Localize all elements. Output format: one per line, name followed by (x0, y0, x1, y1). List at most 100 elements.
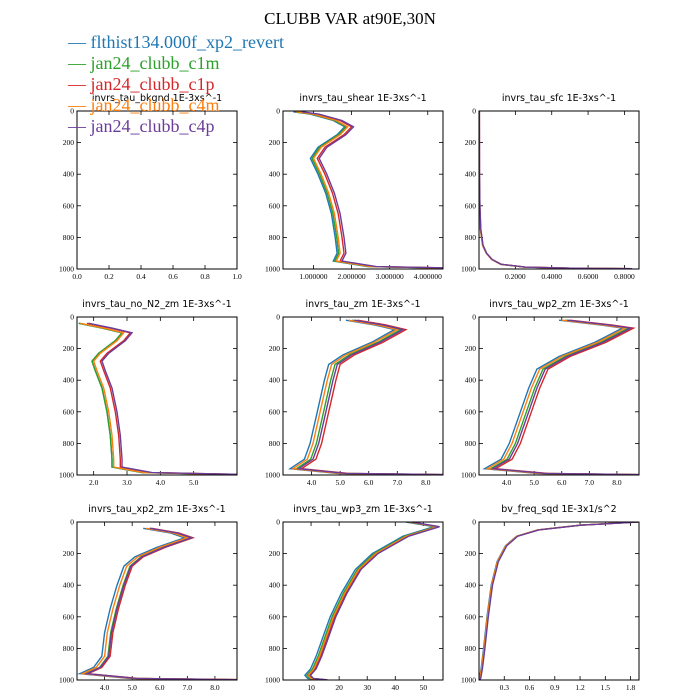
panel: invrs_tau_wp2_zm 1E-3xs^-1 0 200 400 600 800 1… (461, 299, 640, 487)
series-group (303, 522, 440, 680)
series-line (290, 319, 443, 475)
y-tick-label: 1000 (59, 265, 74, 274)
panel-title: invrs_tau_xp2_zm 1E-3xs^-1 (88, 504, 225, 515)
x-tick-label: 0.6000 (578, 272, 599, 281)
y-tick-label: 800 (269, 233, 281, 242)
series-line (301, 111, 443, 269)
x-tick-label: 0.0 (72, 272, 82, 281)
y-tick-label: 400 (269, 581, 281, 590)
plot-frame (478, 110, 640, 270)
y-tick-label: 400 (465, 581, 477, 590)
y-tick-label: 600 (269, 612, 281, 621)
series-line (79, 527, 237, 680)
y-tick-label: 800 (63, 233, 75, 242)
x-tick-label: 7.0 (183, 683, 193, 692)
panel-title: invrs_tau_wp2_zm 1E-3xs^-1 (489, 299, 629, 310)
x-tick-label: 3.000000 (376, 272, 404, 281)
series-line (479, 111, 632, 269)
y-tick-label: 800 (63, 644, 75, 653)
panel-title: invrs_tau_sfc 1E-3xs^-1 (502, 93, 616, 104)
y-tick-label: 0 (472, 107, 476, 116)
y-tick-label: 800 (465, 233, 477, 242)
y-tick-label: 200 (63, 138, 75, 147)
y-tick-label: 400 (63, 376, 75, 385)
y-tick-label: 1000 (461, 676, 476, 685)
series-line (305, 522, 437, 680)
y-tick-label: 0 (70, 313, 74, 322)
y-tick-label: 800 (465, 439, 477, 448)
y-tick-label: 200 (465, 549, 477, 558)
series-line (485, 319, 639, 475)
y-tick-label: 600 (465, 612, 477, 621)
x-tick-label: 0.2000 (505, 272, 526, 281)
panel-title: invrs_tau_no_N2_zm 1E-3xs^-1 (82, 299, 231, 310)
x-tick-label: 4.0 (307, 478, 317, 487)
legend: — flthist134.000f_xp2_revert— jan24_club… (67, 32, 284, 136)
y-tick-label: 600 (269, 201, 281, 210)
series-line (303, 522, 435, 680)
panel: invrs_tau_no_N2_zm 1E-3xs^-1 0 200 400 600 80… (59, 299, 238, 487)
x-tick-label: 1.8 (626, 683, 636, 692)
x-tick-label: 6.0 (557, 478, 567, 487)
x-tick-label: 2.0 (89, 478, 99, 487)
x-tick-label: 8.0 (421, 478, 431, 487)
series-line (308, 522, 439, 680)
series-line (294, 111, 442, 269)
x-tick-label: 6.0 (155, 683, 165, 692)
legend-swatch: — (67, 32, 91, 52)
y-tick-label: 0 (70, 107, 74, 116)
x-tick-label: 50 (420, 683, 428, 692)
series-line (86, 322, 237, 475)
series-group (479, 522, 639, 680)
series-line (296, 111, 443, 269)
series-line (288, 319, 441, 475)
panel: invrs_tau_bkgnd 1E-3xs^-1 0 200 400 600 800 10… (59, 93, 242, 281)
panel: invrs_tau_shear 1E-3xs^-1 0 200 400 600 800 10… (265, 93, 444, 281)
x-tick-label: 4.000000 (414, 272, 442, 281)
y-tick-label: 600 (269, 407, 281, 416)
panel-title: invrs_tau_bkgnd 1E-3xs^-1 (92, 93, 222, 104)
legend-entry: — jan24_clubb_c1m (67, 53, 219, 73)
y-tick-label: 800 (269, 644, 281, 653)
legend-swatch: — (67, 53, 91, 73)
x-tick-label: 1.0 (232, 272, 242, 281)
series-line (300, 111, 443, 269)
x-tick-label: 10 (307, 683, 315, 692)
series-line (309, 522, 440, 680)
series-line (479, 522, 637, 680)
series-group (479, 111, 633, 269)
series-line (479, 111, 632, 269)
y-tick-label: 200 (465, 138, 477, 147)
x-tick-label: 0.4 (136, 272, 146, 281)
y-tick-label: 200 (63, 344, 75, 353)
series-line (296, 319, 443, 475)
x-tick-label: 0.8 (200, 272, 210, 281)
panel: invrs_tau_xp2_zm 1E-3xs^-1 0 200 400 600 800 1… (59, 504, 238, 692)
panel: invrs_tau_sfc 1E-3xs^-1 0 200 400 600 800 1000… (461, 93, 640, 281)
legend-label: jan24_clubb_c1p (90, 74, 215, 94)
x-tick-label: 5.0 (529, 478, 539, 487)
y-tick-label: 200 (63, 549, 75, 558)
panel-title: invrs_tau_wp3_zm 1E-3xs^-1 (293, 504, 433, 515)
y-tick-label: 0 (276, 107, 280, 116)
x-tick-label: 2.000000 (338, 272, 366, 281)
legend-swatch: — (67, 116, 91, 136)
y-tick-label: 1000 (461, 471, 476, 480)
y-tick-label: 800 (269, 439, 281, 448)
y-tick-label: 1000 (461, 265, 476, 274)
x-tick-label: 0.3 (500, 683, 510, 692)
x-tick-label: 5.0 (335, 478, 345, 487)
y-tick-label: 200 (269, 138, 281, 147)
x-tick-label: 0.6 (168, 272, 178, 281)
legend-entry: — jan24_clubb_c4p (67, 116, 214, 136)
y-tick-label: 200 (269, 344, 281, 353)
plot-frame (478, 316, 640, 476)
y-tick-label: 400 (269, 376, 281, 385)
x-tick-label: 1.2 (575, 683, 585, 692)
x-tick-label: 0.9 (550, 683, 560, 692)
y-tick-label: 400 (63, 170, 75, 179)
x-tick-label: 7.0 (585, 478, 595, 487)
x-tick-label: 5.0 (189, 478, 199, 487)
y-tick-label: 1000 (59, 471, 74, 480)
